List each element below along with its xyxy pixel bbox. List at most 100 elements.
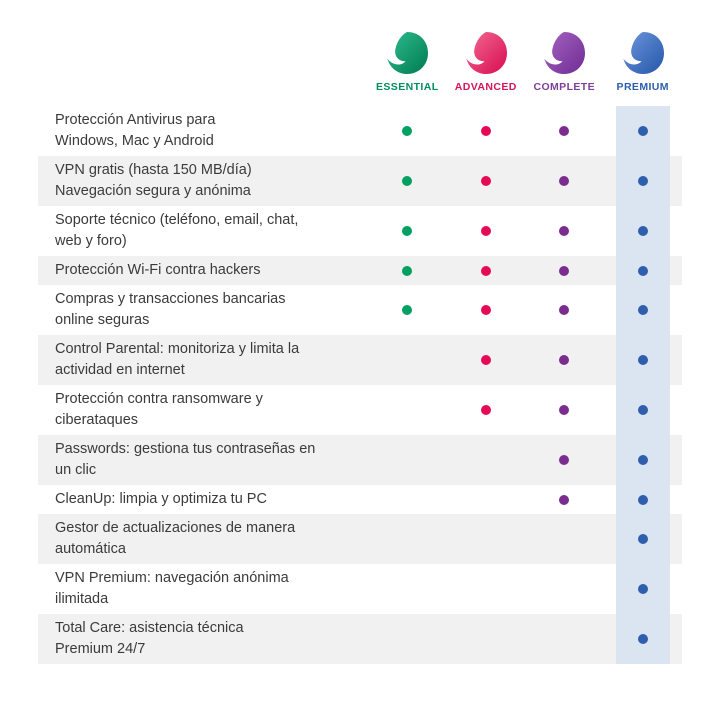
availability-cell-essential	[368, 564, 447, 614]
feature-line: Gestor de actualizaciones de manera	[55, 520, 296, 536]
feature-label: Protección Antivirus para Windows, Mac y …	[38, 106, 368, 156]
availability-cell-complete	[525, 564, 604, 614]
plan-logo-icon	[623, 32, 664, 74]
plan-label: ESSENTIAL	[375, 81, 439, 93]
availability-cell-premium	[604, 485, 683, 514]
feature-line: Premium 24/7	[55, 641, 146, 657]
feature-row: VPN Premium: navegación anónima ilimitada	[38, 564, 682, 614]
availability-cell-essential	[368, 285, 447, 335]
feature-label: Passwords: gestiona tus contraseñas en un…	[38, 435, 368, 485]
feature-row: Protección Antivirus para Windows, Mac y …	[38, 106, 682, 156]
availability-cell-premium	[604, 614, 683, 664]
availability-cell-complete	[525, 156, 604, 206]
availability-cell-complete	[525, 435, 604, 485]
plan-label: PREMIUM	[616, 81, 669, 93]
availability-cell-complete	[525, 206, 604, 256]
availability-cell-premium	[604, 256, 683, 285]
availability-cell-advanced	[447, 206, 526, 256]
availability-cell-essential	[368, 335, 447, 385]
included-dot	[480, 126, 491, 136]
feature-label: Compras y transacciones bancarias online …	[38, 285, 368, 335]
plan-comparison-table: ESSENTIAL ADVANCED COMPLETE PREMIUM Protecc…	[38, 30, 682, 664]
feature-label: Total Care: asistencia técnica Premium 24…	[38, 614, 368, 664]
included-dot	[559, 405, 570, 415]
feature-line: Total Care: asistencia técnica	[55, 620, 244, 636]
plan-column-header-premium: PREMIUM	[604, 30, 683, 93]
feature-line: Protección contra ransomware y	[55, 391, 263, 407]
availability-cell-premium	[604, 385, 683, 435]
feature-label: Soporte técnico (teléfono, email, chat, w…	[38, 206, 368, 256]
included-dot	[637, 265, 648, 276]
availability-cell-essential	[368, 385, 447, 435]
availability-cell-complete	[525, 335, 604, 385]
feature-label: Protección Wi-Fi contra hackers	[38, 256, 368, 285]
feature-row: Compras y transacciones bancarias online …	[38, 285, 682, 335]
included-dot	[559, 355, 570, 365]
availability-cell-complete	[525, 514, 604, 564]
plan-column-header-advanced: ADVANCED	[447, 30, 526, 93]
availability-cell-premium	[604, 285, 683, 335]
included-dot	[402, 265, 413, 276]
feature-line: Protección Wi-Fi contra hackers	[55, 262, 261, 278]
feature-line: Soporte técnico (teléfono, email, chat,	[55, 212, 299, 228]
feature-row: Protección Wi-Fi contra hackers	[38, 256, 682, 285]
feature-line: Control Parental: monitoriza y limita la	[55, 341, 300, 357]
included-dot	[480, 176, 491, 186]
feature-line: Navegación segura y anónima	[55, 183, 251, 199]
feature-line: VPN Premium: navegación anónima	[55, 570, 289, 586]
availability-cell-complete	[525, 485, 604, 514]
feature-label: Gestor de actualizaciones de manera autom…	[38, 514, 368, 564]
included-dot	[480, 355, 491, 365]
included-dot	[637, 455, 648, 465]
included-dot	[637, 126, 648, 136]
availability-cell-advanced	[447, 514, 526, 564]
availability-cell-advanced	[447, 256, 526, 285]
availability-cell-advanced	[447, 156, 526, 206]
included-dot	[637, 494, 648, 505]
feature-label: Protección contra ransomware y ciberataqu…	[38, 385, 368, 435]
availability-cell-premium	[604, 514, 683, 564]
feature-line: ilimitada	[55, 591, 109, 607]
plan-column-header-essential: ESSENTIAL	[368, 30, 447, 93]
availability-cell-essential	[368, 206, 447, 256]
availability-cell-advanced	[447, 285, 526, 335]
plans-header: ESSENTIAL ADVANCED COMPLETE PREMIUM	[38, 30, 682, 93]
availability-cell-advanced	[447, 335, 526, 385]
plan-label: ADVANCED	[454, 81, 517, 93]
availability-cell-essential	[368, 485, 447, 514]
included-dot	[637, 176, 648, 186]
included-dot	[559, 305, 570, 315]
feature-row: VPN gratis (hasta 150 MB/día) Navegación …	[38, 156, 682, 206]
availability-cell-premium	[604, 156, 683, 206]
included-dot	[559, 494, 570, 505]
availability-cell-advanced	[447, 614, 526, 664]
feature-line: VPN gratis (hasta 150 MB/día)	[55, 162, 252, 178]
availability-cell-complete	[525, 385, 604, 435]
availability-cell-advanced	[447, 106, 526, 156]
included-dot	[480, 226, 491, 236]
availability-cell-premium	[604, 435, 683, 485]
feature-row: CleanUp: limpia y optimiza tu PC	[38, 485, 682, 514]
availability-cell-premium	[604, 106, 683, 156]
feature-line: ciberataques	[55, 412, 139, 428]
included-dot	[559, 126, 570, 136]
availability-cell-complete	[525, 285, 604, 335]
feature-label: Control Parental: monitoriza y limita la…	[38, 335, 368, 385]
plan-column-header-complete: COMPLETE	[525, 30, 604, 93]
feature-line: Protección Antivirus para	[55, 112, 216, 128]
feature-line: Windows, Mac y Android	[55, 133, 214, 149]
plan-logo-icon	[466, 32, 507, 74]
included-dot	[637, 405, 648, 415]
included-dot	[637, 355, 648, 365]
feature-row: Gestor de actualizaciones de manera autom…	[38, 514, 682, 564]
included-dot	[637, 226, 648, 236]
plan-label: COMPLETE	[533, 81, 596, 93]
included-dot	[559, 226, 570, 236]
availability-cell-premium	[604, 335, 683, 385]
availability-cell-essential	[368, 106, 447, 156]
availability-cell-essential	[368, 614, 447, 664]
availability-cell-essential	[368, 256, 447, 285]
included-dot	[637, 534, 648, 544]
included-dot	[480, 305, 491, 315]
included-dot	[480, 405, 491, 415]
